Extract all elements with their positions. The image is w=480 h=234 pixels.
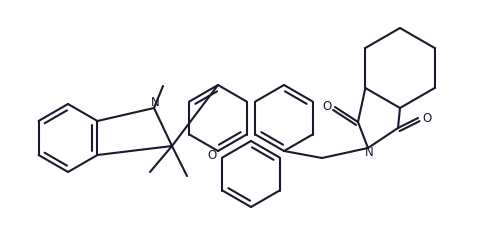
Text: O: O <box>323 100 332 113</box>
Text: N: N <box>151 96 159 110</box>
Text: O: O <box>208 149 217 162</box>
Text: O: O <box>422 111 432 124</box>
Text: N: N <box>365 146 373 158</box>
